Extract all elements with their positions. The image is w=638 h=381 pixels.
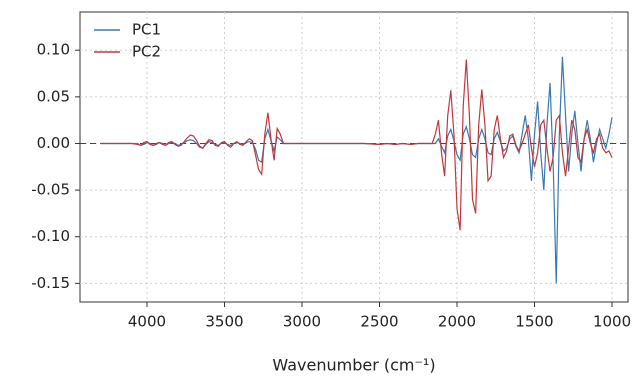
data-line [100,56,613,284]
x-tick-label: 2000 [438,313,476,331]
x-tick-label: 2500 [360,313,398,331]
legend-label: PC2 [132,43,161,61]
y-tick-label: -0.15 [31,274,70,292]
x-tick-label: 3500 [205,313,243,331]
x-tick-label: 4000 [128,313,166,331]
y-tick-label: 0.00 [37,134,70,152]
y-tick-label: 0.10 [37,41,70,59]
x-tick-label: 1000 [593,313,631,331]
legend-label: PC1 [132,21,161,39]
x-tick-label: 3000 [283,313,321,331]
x-tick-label: 1500 [515,313,553,331]
x-axis-label: Wavenumber (cm⁻¹) [272,356,435,375]
y-tick-label: -0.05 [31,181,70,199]
y-tick-label: 0.05 [37,87,70,105]
y-tick-label: -0.10 [31,227,70,245]
data-line [100,59,613,231]
plot-frame [79,11,629,303]
